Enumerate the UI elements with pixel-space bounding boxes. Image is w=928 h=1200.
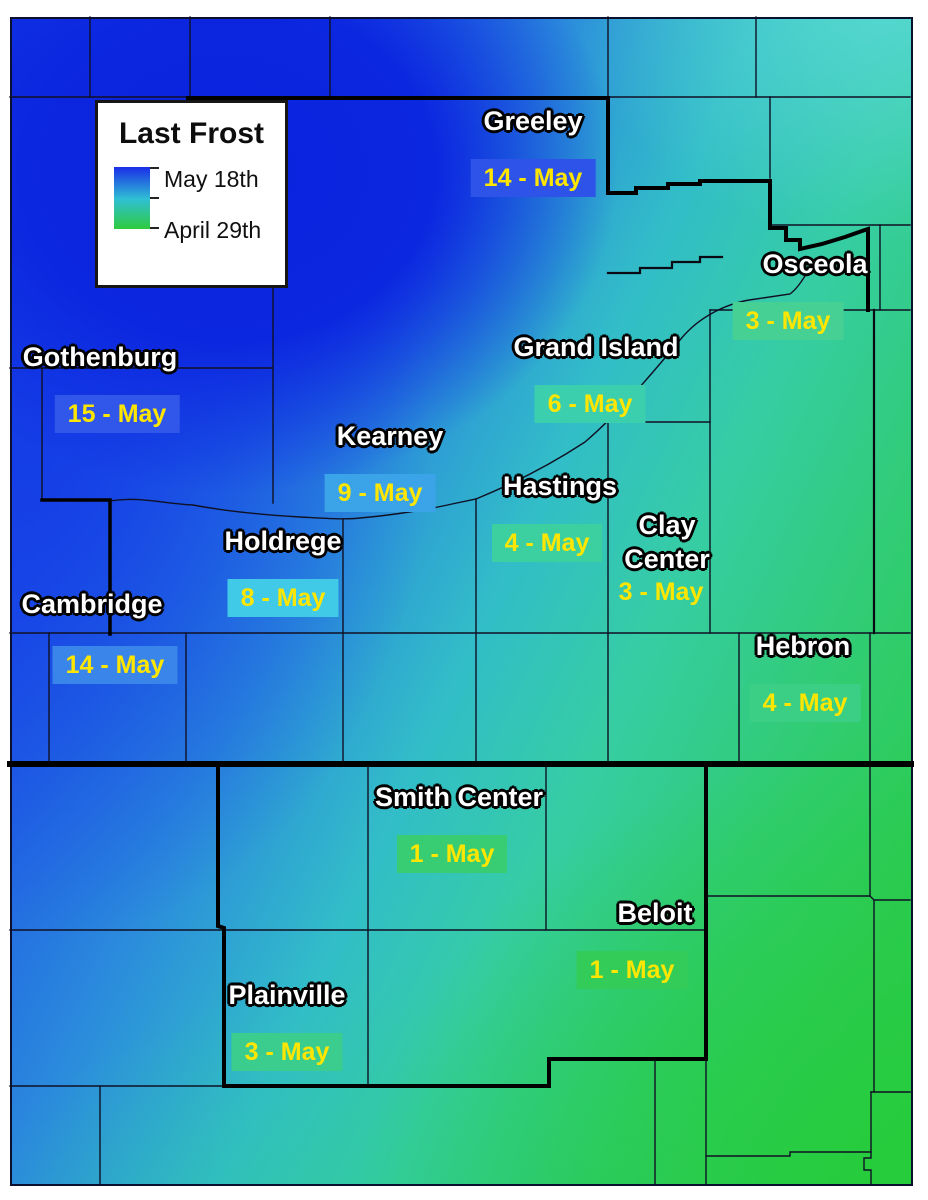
- date-badge: 15 - May: [54, 395, 180, 433]
- city-name: Greeley: [483, 106, 583, 136]
- city-label-hebron: Hebron 4 - May: [748, 631, 861, 722]
- date-badge: 8 - May: [227, 579, 339, 617]
- city-label-holdrege: Holdrege 8 - May: [224, 526, 342, 617]
- legend-tick-bottom: [150, 227, 159, 229]
- date-badge: 3 - May: [231, 1033, 343, 1071]
- city-label-gothenburg: Gothenburg 15 - May: [22, 342, 180, 433]
- city-name: Cambridge: [21, 589, 163, 619]
- city-label-plainville: Plainville 3 - May: [228, 980, 346, 1071]
- city-name: Grand Island: [513, 332, 679, 362]
- date-badge: 14 - May: [52, 646, 178, 684]
- city-name: Osceola: [762, 249, 868, 279]
- date-badge: 4 - May: [491, 524, 603, 562]
- city-name: Kearney: [336, 421, 444, 451]
- legend-max-label: May 18th: [164, 166, 259, 192]
- city-name: Clay Center: [624, 510, 710, 574]
- legend-min-label: April 29th: [164, 217, 262, 243]
- city-label-kearney: Kearney 9 - May: [324, 421, 446, 512]
- city-label-smith-center: Smith Center 1 - May: [375, 782, 543, 873]
- date-badge: 6 - May: [534, 385, 646, 423]
- date-badge: 3 - May: [618, 578, 704, 606]
- legend-gradient-bar: [114, 167, 150, 229]
- city-name: Plainville: [228, 980, 346, 1010]
- city-name: Holdrege: [224, 526, 342, 556]
- date-badge: 3 - May: [732, 302, 844, 340]
- city-label-hastings: Hastings 4 - May: [491, 471, 618, 562]
- legend-title: Last Frost: [118, 117, 265, 150]
- date-badge: 14 - May: [470, 159, 596, 197]
- legend-tick-mid: [150, 197, 159, 199]
- city-name: Smith Center: [374, 782, 544, 812]
- date-badge: 1 - May: [396, 835, 508, 873]
- city-label-osceola: Osceola 3 - May: [732, 249, 871, 340]
- city-label-beloit: Beloit 1 - May: [576, 898, 711, 989]
- city-label-grand-island: Grand Island 6 - May: [513, 332, 679, 423]
- city-label-clay-center: Clay Center 3 - May: [602, 508, 732, 608]
- legend-tick-top: [150, 167, 159, 169]
- date-badge: 4 - May: [749, 684, 861, 722]
- city-label-greeley: Greeley 14 - May: [470, 106, 596, 197]
- date-badge: 9 - May: [324, 474, 436, 512]
- city-name: Hebron: [755, 631, 851, 661]
- date-badge: 1 - May: [576, 951, 688, 989]
- legend: Last Frost May 18th April 29th: [95, 100, 288, 288]
- city-name: Hastings: [502, 471, 618, 501]
- city-name: Gothenburg: [22, 342, 178, 372]
- city-name: Beloit: [617, 898, 693, 928]
- city-label-cambridge: Cambridge 14 - May: [21, 589, 178, 684]
